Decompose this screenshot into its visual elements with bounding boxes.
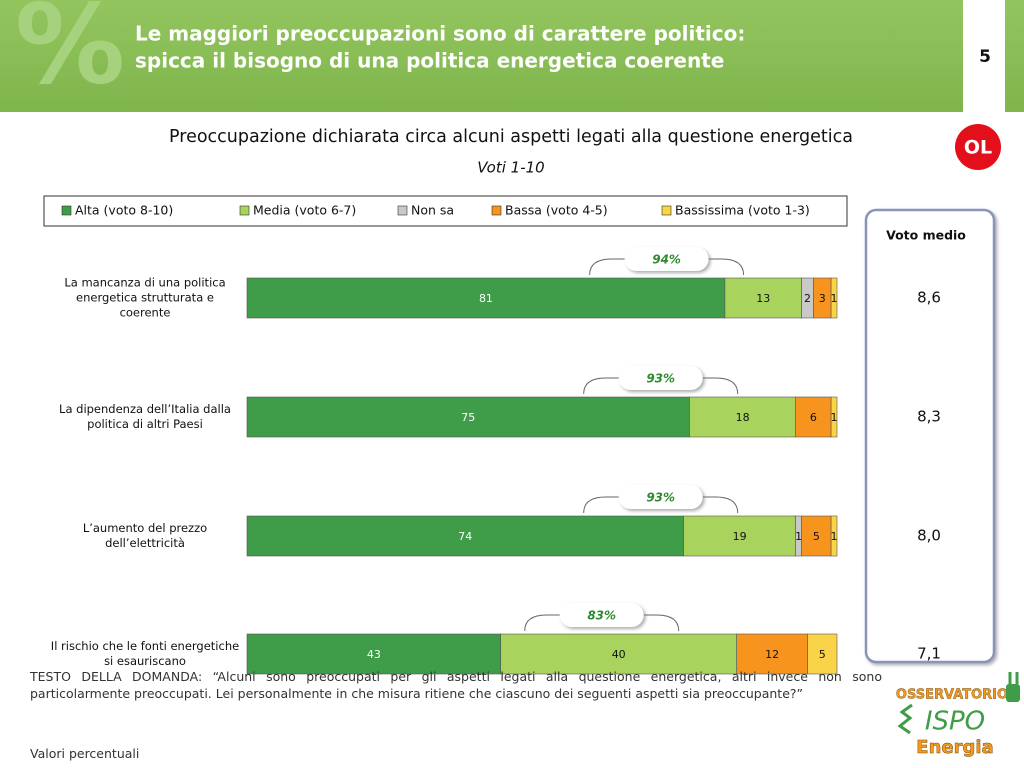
total-bubble — [624, 247, 709, 271]
bar-value-label: 81 — [479, 292, 493, 305]
legend-swatch — [491, 205, 502, 216]
bar-segment — [246, 277, 726, 319]
bar-segment — [736, 633, 808, 675]
bar-value-label: 12 — [765, 648, 779, 661]
bar-value-label: 75 — [461, 411, 475, 424]
total-label: 93% — [646, 372, 675, 386]
legend-label: Media (voto 6-7) — [253, 203, 356, 218]
total-label: 94% — [652, 253, 681, 267]
bar-value-label: 74 — [458, 530, 472, 543]
bar-segment — [689, 396, 796, 438]
total-label: 83% — [587, 609, 616, 623]
legend-label: Bassa (voto 4-5) — [505, 203, 608, 218]
bar-value-label: 1 — [831, 292, 838, 305]
header-title: spicca il bisogno di una politica energe… — [135, 49, 724, 73]
legend-swatch — [397, 205, 408, 216]
page-number: 5 — [979, 47, 991, 67]
logo: OSSERVATORIO ISPO Energia — [896, 672, 1020, 758]
bar-value-label: 19 — [733, 530, 747, 543]
legend-label: Bassissima (voto 1-3) — [675, 203, 810, 218]
legend-box — [43, 195, 848, 227]
bar-value-label: 6 — [810, 411, 817, 424]
legend-swatch — [239, 205, 250, 216]
legend-swatch — [661, 205, 672, 216]
total-bubble — [618, 485, 703, 509]
legend-swatch — [61, 205, 72, 216]
voto-medio-value: 7,1 — [917, 645, 941, 663]
bar-value-label: 40 — [612, 648, 626, 661]
logo-top: OSSERVATORIO — [896, 688, 1008, 703]
bar-segment — [801, 515, 832, 557]
bar-value-label: 43 — [367, 648, 381, 661]
category-label: La mancanza di una politica energetica s… — [64, 275, 226, 320]
chart-title: Preoccupazione dichiarata circa alcuni a… — [169, 127, 853, 147]
bar-segment — [500, 633, 738, 675]
bar-value-label: 5 — [819, 648, 826, 661]
note-text: Valori percentuali — [30, 746, 140, 761]
chart-subtitle: Voti 1-10 — [477, 159, 544, 177]
logo-zigzag — [897, 703, 913, 735]
badge-text: OL — [964, 137, 992, 159]
header-title: Le maggiori preoccupazioni sono di carat… — [135, 22, 745, 46]
logo-middle: ISPO — [925, 707, 985, 737]
bar-value-label: 1 — [795, 530, 802, 543]
side-panel — [864, 208, 996, 664]
total-bubble — [618, 366, 703, 390]
bar-value-label: 1 — [831, 530, 838, 543]
bar-segment — [830, 396, 838, 438]
category-label: L’aumento del prezzo dell’elettricità — [82, 521, 208, 550]
voto-medio-value: 8,0 — [917, 527, 941, 545]
legend-label: Alta (voto 8-10) — [75, 203, 173, 218]
bar-value-label: 2 — [804, 292, 811, 305]
bar-segment — [830, 277, 838, 319]
voto-medio-value: 8,3 — [917, 408, 941, 426]
bar-segment — [246, 515, 684, 557]
bar-segment — [830, 515, 838, 557]
legend-label: Non sa — [411, 203, 454, 218]
bar-value-label: 5 — [813, 530, 820, 543]
category-label: Il rischio che le fonti energetiche si e… — [50, 639, 240, 668]
percent-decoration: % — [15, 0, 125, 108]
header-bar — [0, 0, 1024, 112]
bar-value-label: 13 — [756, 292, 770, 305]
logo-plug — [1006, 684, 1020, 702]
bar-segment — [246, 396, 690, 438]
side-panel-title: Voto medio — [886, 228, 966, 243]
voto-medio-value: 8,6 — [917, 289, 941, 307]
bar-segment — [807, 633, 838, 675]
bar-segment — [683, 515, 796, 557]
bar-value-label: 3 — [819, 292, 826, 305]
badge — [955, 124, 1001, 170]
page-tab — [963, 0, 1005, 112]
question-text: TESTO DELLA DOMANDA: “Alcuni sono preocc… — [30, 669, 882, 701]
category-label: La dipendenza dell’Italia dalla politica… — [59, 402, 231, 431]
bar-value-label: 1 — [831, 411, 838, 424]
total-label: 93% — [646, 491, 675, 505]
bar-value-label: 18 — [736, 411, 750, 424]
total-bubble — [559, 603, 644, 627]
logo-bottom: Energia — [916, 737, 993, 758]
bar-segment — [724, 277, 802, 319]
